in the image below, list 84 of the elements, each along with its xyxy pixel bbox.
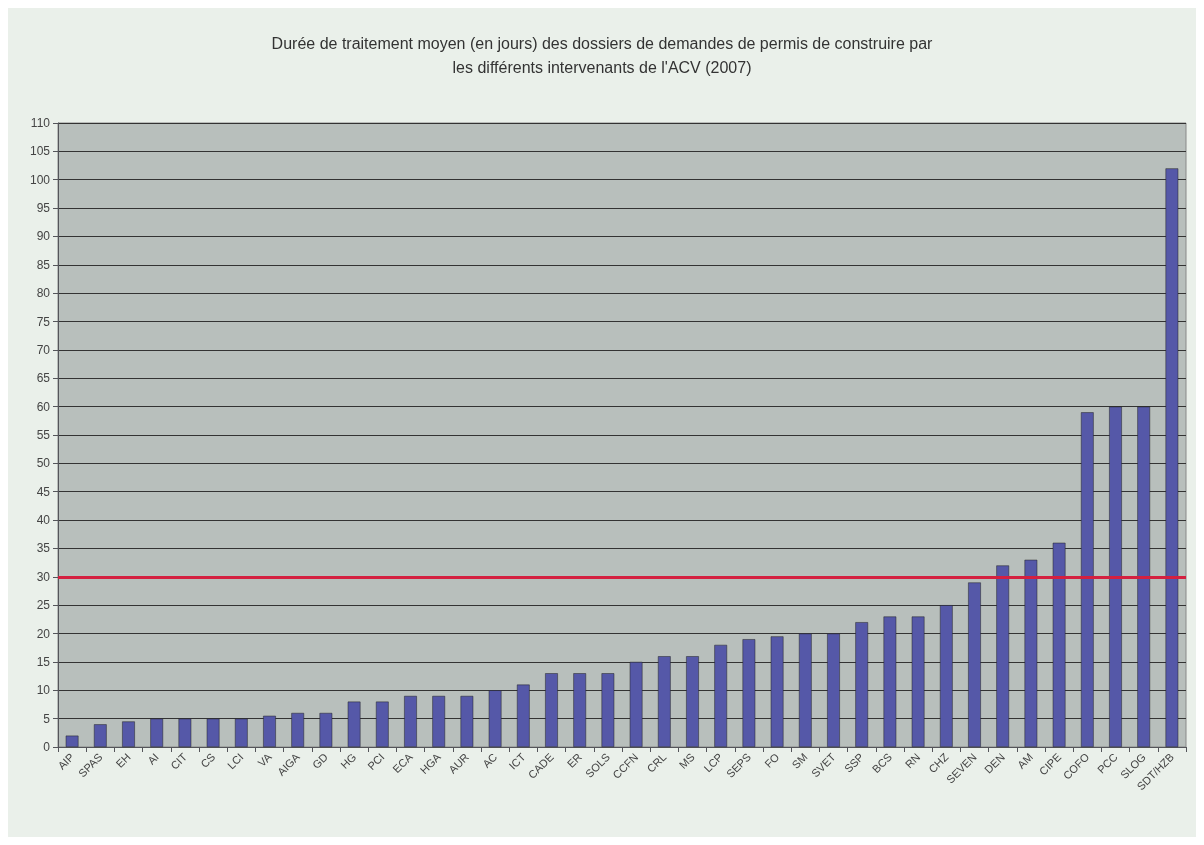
bar bbox=[1109, 406, 1122, 747]
bar bbox=[150, 718, 164, 747]
y-tick-label: 95 bbox=[36, 201, 51, 216]
y-tick-label: 75 bbox=[36, 314, 51, 329]
x-tick-label: HG bbox=[338, 750, 359, 771]
y-tick-label: 70 bbox=[36, 342, 51, 357]
bar bbox=[93, 724, 107, 747]
bar bbox=[1080, 412, 1094, 747]
x-tick-label: ICT bbox=[506, 750, 528, 772]
bar bbox=[347, 701, 361, 747]
y-tick-label: 100 bbox=[29, 172, 51, 187]
bar bbox=[375, 701, 389, 747]
bar bbox=[263, 715, 276, 747]
x-tick-label: GD bbox=[310, 750, 331, 771]
bar bbox=[855, 622, 869, 747]
x-tick-label: ECA bbox=[390, 750, 416, 776]
bar bbox=[488, 690, 502, 747]
y-tick-label: 105 bbox=[29, 144, 51, 159]
x-tick-label: AI bbox=[145, 750, 161, 767]
bar bbox=[939, 605, 953, 747]
x-tick-label: SM bbox=[789, 750, 810, 771]
bar bbox=[432, 695, 446, 747]
x-tick-label: MS bbox=[676, 750, 697, 771]
y-tick-label: 20 bbox=[36, 626, 51, 641]
bar bbox=[657, 656, 671, 747]
x-tick-label: FO bbox=[762, 750, 782, 771]
bar bbox=[1137, 406, 1151, 747]
bar bbox=[601, 673, 615, 747]
bar bbox=[206, 718, 220, 747]
x-tick-label: CIT bbox=[168, 750, 190, 772]
bar bbox=[996, 565, 1010, 747]
y-tick-label: 5 bbox=[43, 711, 51, 726]
bar bbox=[686, 656, 699, 747]
bar bbox=[742, 639, 756, 747]
y-tick-label: 60 bbox=[36, 399, 51, 414]
bar bbox=[404, 695, 417, 747]
bar bbox=[545, 673, 558, 747]
bar bbox=[573, 673, 587, 747]
x-tick-label: EH bbox=[113, 750, 133, 771]
x-tick-label: CRL bbox=[644, 750, 669, 775]
y-tick-label: 35 bbox=[36, 541, 51, 556]
bar bbox=[516, 684, 530, 747]
bar bbox=[1024, 559, 1038, 747]
y-tick-label: 15 bbox=[36, 654, 51, 669]
y-tick-label: 30 bbox=[36, 569, 51, 584]
bar bbox=[911, 616, 925, 747]
y-tick-label: 65 bbox=[36, 371, 51, 386]
bar bbox=[968, 582, 981, 747]
x-tick-label: RN bbox=[902, 750, 923, 771]
chart-title: Durée de traitement moyen (en jours) des dossiers de demandes de permis de construire par les différents intervenants de l'ACV (2007) bbox=[271, 34, 934, 76]
bar bbox=[827, 633, 840, 747]
bar bbox=[291, 712, 305, 747]
bar bbox=[770, 636, 784, 747]
x-tick-label: AIP bbox=[55, 750, 77, 772]
x-tick-label: ER bbox=[564, 750, 584, 771]
bar bbox=[65, 735, 79, 747]
bar bbox=[234, 718, 248, 747]
bar bbox=[122, 721, 135, 747]
bar bbox=[1052, 542, 1066, 747]
bar bbox=[714, 644, 728, 747]
y-tick-label: 55 bbox=[36, 428, 51, 442]
y-tick-label: 10 bbox=[36, 683, 51, 698]
y-tick-label: 50 bbox=[36, 456, 51, 471]
y-tick-label: 110 bbox=[30, 116, 51, 130]
bar bbox=[319, 712, 333, 747]
x-tick-label: AM bbox=[1015, 750, 1036, 771]
y-tick-label: 25 bbox=[36, 598, 51, 613]
x-tick-label: VA bbox=[255, 750, 275, 770]
bar bbox=[178, 718, 192, 747]
y-tick-label: 90 bbox=[36, 229, 51, 244]
y-tick-label: 0 bbox=[43, 740, 51, 754]
x-tick-label: AC bbox=[480, 750, 500, 771]
bar bbox=[460, 695, 474, 747]
y-tick-label: 45 bbox=[36, 484, 51, 499]
bar bbox=[629, 661, 643, 747]
bar bbox=[883, 616, 897, 747]
bar bbox=[798, 633, 812, 747]
y-tick-label: 85 bbox=[36, 257, 51, 272]
x-tick-label: CS bbox=[198, 750, 218, 771]
x-tick-label: LCI bbox=[224, 750, 246, 772]
x-tick-label: PCI bbox=[365, 750, 387, 773]
y-tick-label: 80 bbox=[36, 286, 51, 301]
y-tick-label: 40 bbox=[36, 513, 51, 528]
bar bbox=[1165, 168, 1179, 747]
